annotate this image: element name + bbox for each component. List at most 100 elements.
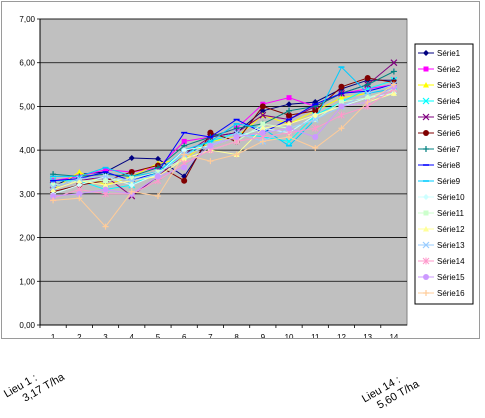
data-point [49,183,57,191]
x-tick-label: 1 [51,333,56,338]
data-point [364,99,371,106]
y-tick-label: 6,00 [19,59,35,68]
data-point [390,59,398,67]
data-point [286,125,293,132]
y-tick-label: 3,00 [19,190,35,199]
chart-frame: 0,00 1,00 2,00 3,00 4,00 5,00 6,00 7,00 1 2 3 4 5 6 7 8… [1,1,480,339]
series-line [52,88,395,199]
x-tick-label: 3 [103,333,108,338]
data-point [233,134,240,141]
legend-marker [422,241,430,249]
data-point [76,177,83,184]
data-point [312,144,319,151]
x-tick-label: 4 [130,333,135,338]
data-point [233,129,241,137]
data-point [207,129,214,136]
data-point [286,95,292,101]
data-point [207,158,214,165]
data-point [102,186,109,193]
data-point [103,178,109,184]
y-tick-label: 5,00 [19,102,35,111]
legend-marker [422,257,430,265]
series-line [53,86,395,197]
data-point [128,155,135,162]
x-tick-label: 5 [156,333,161,338]
data-point [259,125,266,131]
series-line [53,84,395,228]
data-point [311,116,319,123]
data-point [207,142,214,149]
series-line [53,66,394,177]
data-point [76,169,83,175]
data-point [338,94,345,101]
data-point [181,151,188,158]
data-point [103,167,109,173]
series-line [53,84,395,182]
data-point [181,177,188,184]
data-point [128,188,135,195]
legend-entry: Série1 [437,49,461,58]
legend-marker [422,113,430,121]
data-point [286,112,293,119]
data-point [102,223,109,230]
legend-marker [423,210,429,216]
legend-marker [423,146,429,152]
legend-entry: Série9 [437,177,461,186]
data-point [181,147,188,154]
data-point [102,182,109,188]
series-line [52,92,395,190]
data-point [181,164,188,171]
data-point [338,111,345,119]
legend-entry: Série3 [437,81,461,90]
x-tick-label: 12 [337,333,346,338]
data-point [312,112,319,118]
data-point [286,120,293,127]
data-point [286,134,293,141]
legend-marker [423,290,429,296]
data-point [128,169,135,175]
data-point [390,81,397,88]
data-point [50,197,57,204]
legend-entry: Série8 [437,161,461,170]
data-point [390,90,397,96]
y-tick-label: 0,00 [19,321,35,330]
legend-entry: Série16 [437,289,465,298]
legend-marker [423,226,429,232]
legend-entry: Série5 [437,113,461,122]
legend-entry: Série15 [437,273,465,282]
x-tick-label: 7 [208,333,213,338]
data-point [286,101,293,108]
data-point [154,193,161,200]
data-point [259,129,266,136]
data-point [259,107,266,114]
data-point [76,182,83,189]
series-line [52,77,394,193]
x-tick-label: 2 [77,333,82,338]
data-point [286,107,293,114]
data-point [259,111,267,119]
data-point [75,175,83,182]
legend-marker [423,66,429,72]
data-point [181,138,187,144]
legend-marker [422,97,430,105]
legend-entry: Série2 [437,65,461,74]
annotation-right: Lieu 14 : 5,60 T/ha [360,367,422,418]
legend-marker [423,130,429,136]
legend-marker [423,194,429,200]
line-chart: 0,001,002,003,004,005,006,007,001 2 3 4 5 6 7 8… [19,15,474,338]
data-point [154,155,161,162]
x-tick-label: 14 [389,333,398,338]
y-tick-label: 1,00 [19,277,35,286]
legend-entry: Série14 [437,257,465,266]
data-point [102,172,109,180]
series-line [52,84,395,188]
data-point [338,103,345,110]
data-point [50,182,56,188]
data-point [364,89,372,97]
data-point [181,155,188,162]
data-point [155,169,161,175]
legend-entry: Série4 [437,97,461,106]
data-point [260,121,266,127]
legend-entry: Série6 [437,129,461,138]
legend-marker [423,50,429,56]
